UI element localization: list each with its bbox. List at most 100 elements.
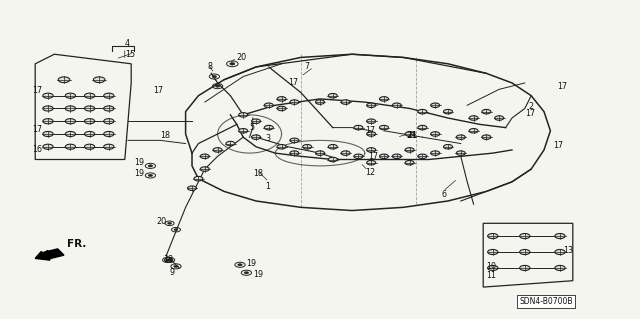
Circle shape: [380, 154, 388, 159]
Circle shape: [104, 131, 114, 137]
Circle shape: [252, 135, 260, 139]
Circle shape: [392, 103, 401, 108]
Circle shape: [520, 265, 530, 271]
Circle shape: [431, 103, 440, 108]
Text: 15: 15: [125, 50, 135, 59]
Circle shape: [341, 100, 350, 104]
Circle shape: [239, 113, 248, 117]
Text: 19: 19: [134, 169, 145, 178]
Circle shape: [290, 100, 299, 104]
Text: 19: 19: [134, 158, 145, 167]
Circle shape: [469, 129, 478, 133]
Text: 18: 18: [160, 131, 170, 140]
Circle shape: [84, 93, 95, 98]
Circle shape: [328, 145, 337, 149]
Circle shape: [520, 249, 530, 255]
Circle shape: [488, 265, 498, 271]
Text: 6: 6: [442, 190, 447, 199]
Circle shape: [65, 144, 76, 149]
Circle shape: [43, 131, 53, 137]
Circle shape: [264, 125, 273, 130]
Text: 21: 21: [406, 131, 417, 140]
Circle shape: [303, 145, 312, 149]
Circle shape: [367, 160, 376, 165]
Text: 10: 10: [486, 262, 497, 271]
Circle shape: [43, 119, 53, 124]
Text: 19: 19: [246, 259, 257, 268]
Circle shape: [520, 234, 530, 239]
Circle shape: [65, 119, 76, 124]
Text: 16: 16: [32, 145, 42, 154]
Circle shape: [43, 144, 53, 149]
Circle shape: [65, 131, 76, 137]
Text: 8: 8: [208, 63, 213, 71]
Circle shape: [367, 103, 376, 108]
Circle shape: [555, 265, 565, 271]
Circle shape: [264, 103, 273, 108]
Text: FR.: FR.: [67, 239, 86, 249]
Text: 17: 17: [557, 82, 567, 91]
Circle shape: [165, 259, 170, 261]
Circle shape: [482, 135, 491, 139]
Circle shape: [555, 234, 565, 239]
Text: 4: 4: [125, 39, 130, 48]
Text: 17: 17: [154, 86, 164, 95]
Text: 11: 11: [486, 271, 497, 280]
Text: 20: 20: [157, 217, 167, 226]
Text: 18: 18: [163, 256, 173, 264]
Circle shape: [168, 222, 172, 224]
Circle shape: [244, 271, 249, 274]
Circle shape: [188, 186, 196, 190]
Text: 19: 19: [253, 270, 263, 279]
FancyArrow shape: [35, 249, 64, 260]
Circle shape: [167, 259, 172, 261]
Circle shape: [104, 106, 114, 111]
Circle shape: [431, 132, 440, 136]
Circle shape: [380, 125, 388, 130]
Circle shape: [226, 141, 235, 146]
Circle shape: [418, 125, 427, 130]
Circle shape: [444, 109, 452, 114]
Circle shape: [84, 106, 95, 111]
Circle shape: [367, 148, 376, 152]
Circle shape: [405, 148, 414, 152]
Circle shape: [237, 263, 243, 266]
Circle shape: [354, 125, 363, 130]
Text: 17: 17: [365, 126, 375, 135]
Circle shape: [290, 138, 299, 143]
Text: 1: 1: [266, 182, 271, 191]
Circle shape: [277, 97, 286, 101]
Circle shape: [174, 229, 178, 231]
Circle shape: [277, 106, 286, 111]
Circle shape: [456, 135, 465, 139]
Circle shape: [200, 154, 209, 159]
Circle shape: [194, 176, 203, 181]
Text: 17: 17: [525, 109, 535, 118]
Circle shape: [215, 85, 220, 87]
Circle shape: [213, 148, 222, 152]
Text: 20: 20: [237, 53, 247, 62]
Circle shape: [43, 93, 53, 98]
Text: 2: 2: [528, 102, 533, 111]
Text: 17: 17: [554, 141, 564, 150]
Circle shape: [84, 144, 95, 149]
Circle shape: [555, 249, 565, 255]
Text: 7: 7: [304, 63, 309, 71]
Circle shape: [354, 154, 363, 159]
Circle shape: [84, 119, 95, 124]
Circle shape: [392, 154, 401, 159]
Circle shape: [431, 151, 440, 155]
Circle shape: [104, 93, 114, 98]
Circle shape: [212, 75, 217, 78]
Circle shape: [367, 119, 376, 123]
Circle shape: [328, 157, 337, 162]
Circle shape: [367, 132, 376, 136]
Text: 18: 18: [253, 169, 263, 178]
Circle shape: [482, 109, 491, 114]
Text: 5: 5: [250, 123, 255, 132]
Text: 9: 9: [170, 268, 175, 277]
Circle shape: [418, 154, 427, 159]
Circle shape: [58, 77, 70, 83]
Text: 17: 17: [32, 86, 42, 95]
Circle shape: [148, 174, 153, 177]
